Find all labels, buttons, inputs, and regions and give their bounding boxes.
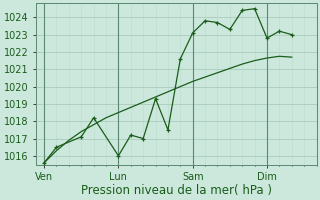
X-axis label: Pression niveau de la mer( hPa ): Pression niveau de la mer( hPa ) (81, 184, 272, 197)
